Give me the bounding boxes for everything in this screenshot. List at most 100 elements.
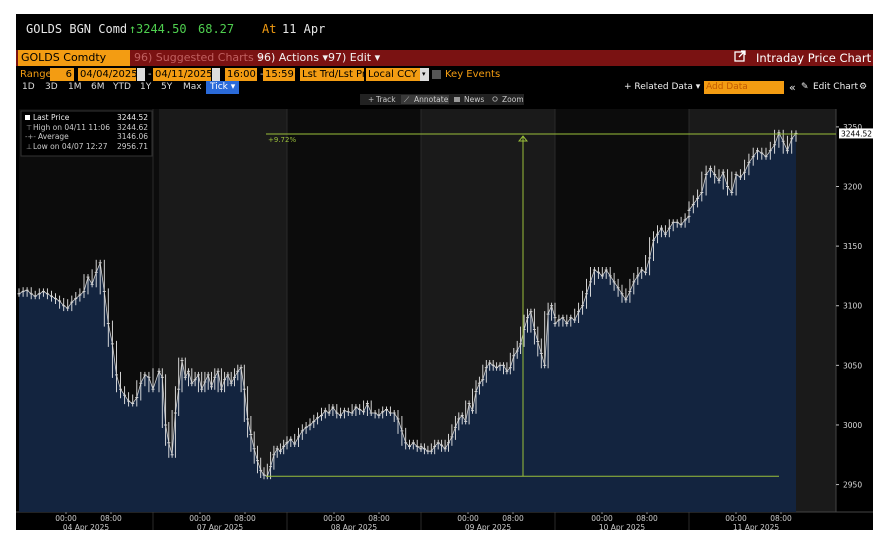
zoom-tool[interactable]: Zoom	[502, 95, 524, 104]
range-days-field[interactable]: 6	[50, 68, 74, 81]
add-data-field[interactable]: Add Data	[704, 81, 784, 94]
y-tick-label: 3150	[843, 242, 862, 251]
legend-value: 2956.71	[117, 142, 148, 151]
legend-label: Last Price	[33, 113, 70, 122]
zoom-icon[interactable]	[492, 96, 498, 102]
trade-type-select[interactable]: Lst Trd/Lst Pr	[300, 68, 364, 81]
last-price-badge-label: 3244.52	[841, 129, 872, 138]
period-max[interactable]: Max	[183, 82, 202, 92]
period-ytd[interactable]: YTD	[113, 82, 131, 92]
y-tick-label: 3200	[843, 183, 862, 192]
news-icon[interactable]	[454, 97, 460, 102]
add-data-placeholder: Add Data	[706, 82, 748, 92]
range-bar: Range 6 04/04/2025 - 04/11/2025 16:00 - …	[16, 68, 873, 81]
x-day-label: 10 Apr 2025	[599, 523, 646, 530]
key-events-checkbox[interactable]	[432, 70, 441, 79]
key-events-label: Key Events	[445, 69, 501, 80]
y-tick-label: 2950	[843, 481, 862, 490]
high-marker-icon: ⊤	[26, 124, 32, 132]
track-tool-icon[interactable]: +	[368, 95, 374, 104]
chart-title: Intraday Price Chart	[756, 51, 872, 65]
pencil-icon[interactable]: ✎	[801, 82, 809, 92]
low-marker-icon: ⊥	[26, 143, 32, 151]
news-tool[interactable]: News	[464, 95, 484, 104]
arrow-up-icon	[517, 135, 529, 142]
gear-icon[interactable]: ⚙	[859, 82, 868, 92]
legend-value: 3244.52	[117, 113, 148, 122]
legend-value: 3244.62	[117, 123, 148, 132]
x-time-label: 08:00	[502, 514, 524, 523]
y-tick-label: 3050	[843, 361, 862, 370]
y-tick-label: 3000	[843, 421, 862, 430]
legend-label: Average	[38, 132, 69, 141]
x-day-label: 04 Apr 2025	[63, 523, 110, 530]
related-data-menu[interactable]: + Related Data ▾	[624, 82, 701, 92]
change-annotation: +9.72%	[268, 136, 296, 144]
x-day-label: 09 Apr 2025	[465, 523, 512, 530]
period-6m[interactable]: 6M	[91, 82, 105, 92]
x-time-label: 08:00	[100, 514, 122, 523]
x-day-label: 11 Apr 2025	[733, 523, 780, 530]
period-1y[interactable]: 1Y	[140, 82, 152, 92]
currency-select[interactable]: Local CCY	[366, 68, 420, 81]
legend-label: High on 04/11 11:06	[33, 123, 110, 132]
date-separator: -	[148, 69, 152, 80]
actions-menu[interactable]: 96) Actions ▾	[257, 51, 328, 64]
last-price-badge	[839, 128, 873, 139]
period-3d[interactable]: 3D	[45, 82, 58, 92]
x-time-label: 08:00	[368, 514, 390, 523]
legend-label: Low on 04/07 12:27	[33, 142, 108, 151]
edit-menu[interactable]: 97) Edit ▾	[328, 51, 381, 64]
x-time-label: 08:00	[770, 514, 792, 523]
x-time-label: 00:00	[323, 514, 345, 523]
collapse-icon[interactable]: «	[789, 81, 796, 94]
calendar-icon[interactable]	[137, 68, 145, 81]
quote-header: GOLDS BGN Comd ↑ 3244.50 68.27 At 11 Apr	[16, 14, 873, 50]
tick-select[interactable]: Tick ▾	[206, 81, 240, 94]
ticker-label: GOLDS BGN Comd	[26, 22, 128, 36]
suggested-charts-menu[interactable]: 96) Suggested Charts ▾	[134, 51, 263, 64]
security-field[interactable]: GOLDS Comdty	[18, 50, 130, 66]
period-1d[interactable]: 1D	[22, 82, 35, 92]
up-arrow-icon: ↑	[129, 22, 137, 36]
legend-value: 3146.06	[117, 132, 148, 141]
x-time-label: 00:00	[725, 514, 747, 523]
chart-tools: + Track ⟋ Annotate News Zoom	[360, 94, 524, 105]
x-time-label: 00:00	[457, 514, 479, 523]
price-change: 68.27	[198, 22, 235, 36]
track-tool[interactable]: Track	[375, 95, 396, 104]
time-separator: -	[260, 69, 264, 80]
annotate-tool[interactable]: Annotate	[414, 95, 449, 104]
start-time-field[interactable]: 16:00	[225, 68, 257, 81]
price-ticks	[17, 129, 798, 480]
terminal-window: GOLDS BGN Comd ↑ 3244.50 68.27 At 11 Apr…	[16, 14, 873, 530]
x-time-label: 08:00	[636, 514, 658, 523]
x-day-label: 07 Apr 2025	[197, 523, 244, 530]
function-toolbar: GOLDS Comdty 96) Suggested Charts ▾ 96) …	[16, 50, 873, 66]
export-icon[interactable]	[734, 50, 746, 66]
price-area	[19, 132, 796, 513]
end-date-field[interactable]: 04/11/2025	[153, 68, 213, 81]
edit-chart-button[interactable]: Edit Chart	[813, 82, 859, 92]
annotate-tool-icon[interactable]: ⟋	[404, 95, 410, 104]
at-label: At	[262, 22, 277, 36]
average-marker-icon: -+-	[25, 133, 36, 141]
price-chart[interactable]: +9.72% + Track ⟋ Annotate News Zoom Last…	[16, 94, 873, 530]
y-tick-label: 3250	[843, 123, 862, 132]
start-date-field[interactable]: 04/04/2025	[78, 68, 138, 81]
x-time-label: 08:00	[234, 514, 256, 523]
x-time-label: 00:00	[189, 514, 211, 523]
last-price: 3244.50	[136, 22, 187, 36]
period-5y[interactable]: 5Y	[161, 82, 173, 92]
quote-date: 11 Apr	[282, 22, 326, 36]
x-time-label: 00:00	[591, 514, 613, 523]
chevron-down-icon[interactable]: ▾	[420, 68, 429, 81]
x-day-label: 08 Apr 2025	[331, 523, 378, 530]
calendar-icon[interactable]	[212, 68, 220, 81]
x-time-label: 00:00	[55, 514, 77, 523]
end-time-field[interactable]: 15:59	[263, 68, 295, 81]
range-label: Range	[20, 69, 52, 80]
period-1m[interactable]: 1M	[68, 82, 82, 92]
